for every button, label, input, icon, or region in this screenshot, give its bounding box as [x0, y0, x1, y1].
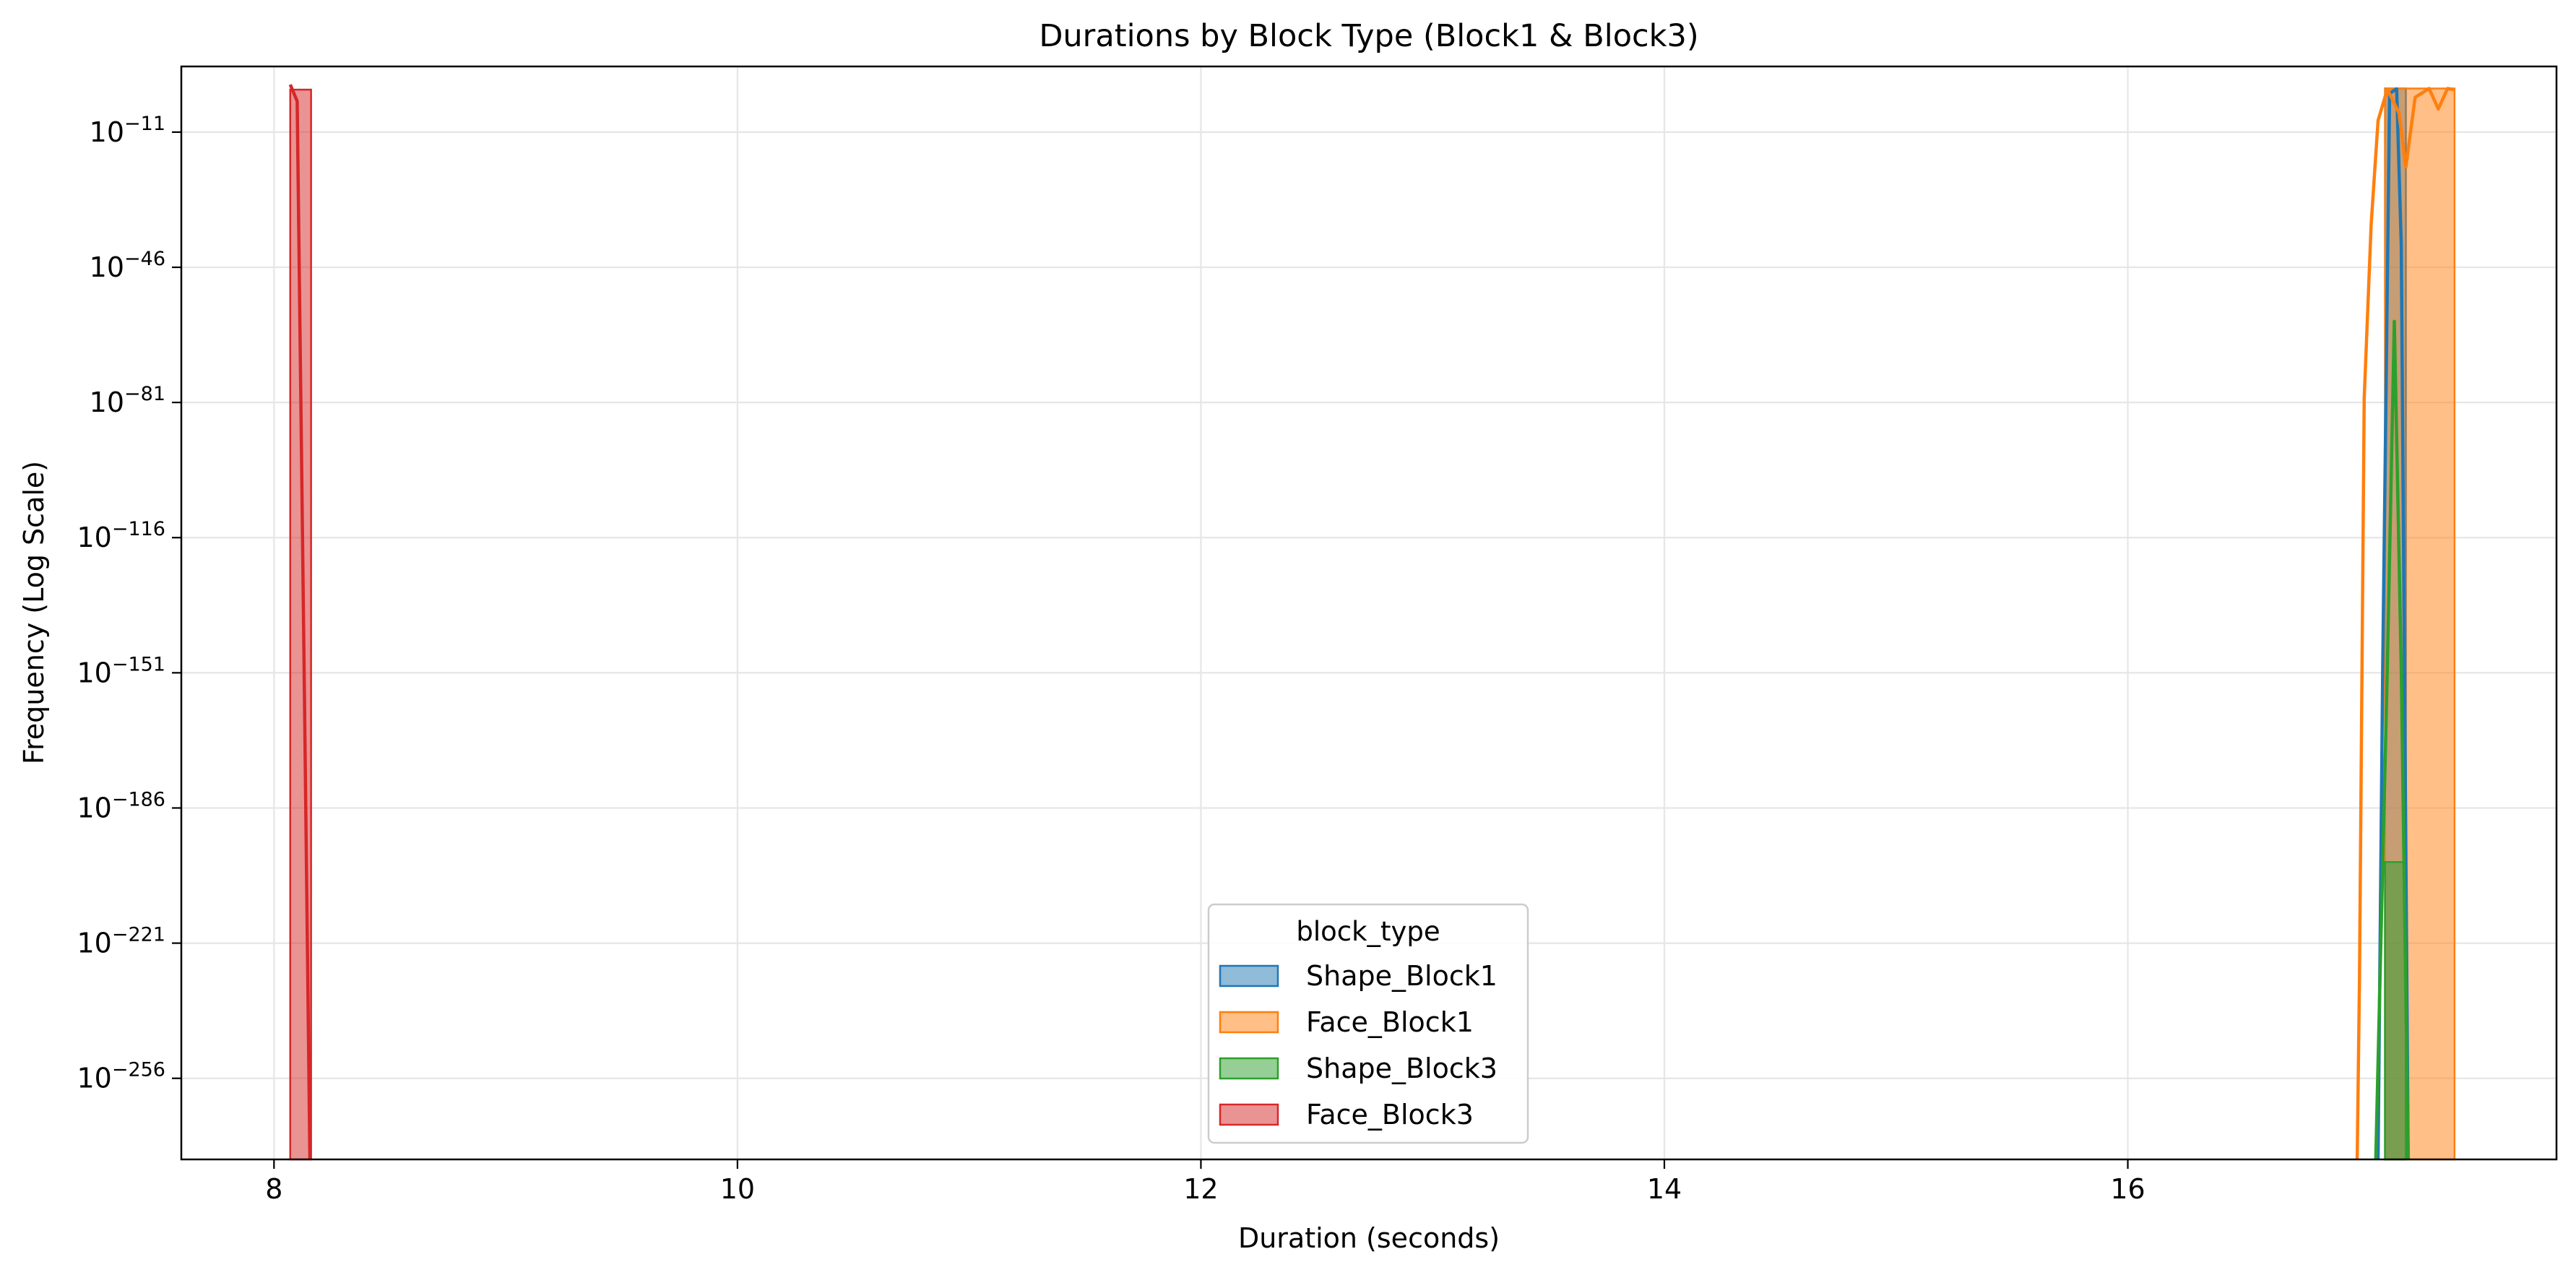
y-tick-label: 10−256: [77, 1059, 165, 1094]
x-tick-label: 16: [2110, 1173, 2145, 1205]
y-tick-label: 10−46: [90, 248, 165, 283]
y-axis-ticks: 10−11 10−46 10−81 10−116 10−151 10−186 10−221 1…: [77, 113, 181, 1094]
kde-line-Face_Block3: [288, 84, 312, 1160]
x-tick-label: 14: [1647, 1173, 1682, 1205]
legend-swatch: [1219, 964, 1279, 987]
legend-label: Shape_Block1: [1306, 960, 1497, 992]
x-axis-label: Duration (seconds): [1238, 1222, 1500, 1254]
kde-lines: [288, 84, 2455, 1160]
legend-swatch: [1219, 1057, 1279, 1080]
y-tick-label: 10−81: [90, 383, 165, 418]
chart-title: Durations by Block Type (Block1 & Block3…: [1039, 18, 1698, 54]
x-axis-ticks: 8 10 12 14 16: [265, 1159, 2145, 1205]
y-axis-label: Frequency (Log Scale): [18, 461, 50, 764]
kde-line-Shape_Block1: [2376, 87, 2410, 1160]
histogram-bar-Shape_Block3: [2384, 861, 2407, 1161]
x-tick-label: 12: [1183, 1173, 1218, 1205]
x-tick-label: 8: [265, 1173, 282, 1205]
legend-swatch: [1219, 1011, 1279, 1034]
legend-title: block_type: [1296, 916, 1440, 947]
y-tick-label: 10−186: [77, 788, 165, 824]
grid: [181, 66, 2556, 1159]
y-tick-label: 10−151: [77, 653, 165, 688]
y-tick-label: 10−221: [77, 924, 165, 959]
legend-label: Face_Block1: [1306, 1006, 1474, 1038]
legend-label: Shape_Block3: [1306, 1053, 1497, 1084]
kde-line-Face_Block1: [2355, 87, 2455, 1160]
legend: block_type Shape_Block1 Face_Block1 Shape_…: [1207, 903, 1529, 1144]
y-tick-label: 10−116: [77, 518, 165, 553]
legend-box: [1207, 903, 1529, 1144]
legend-swatch: [1219, 1103, 1279, 1126]
kde-line-Shape_Block3: [2374, 319, 2410, 1160]
y-tick-label: 10−11: [90, 113, 165, 148]
plot-frame: [180, 65, 2558, 1161]
legend-label: Face_Block3: [1306, 1099, 1474, 1131]
x-tick-label: 10: [720, 1173, 755, 1205]
